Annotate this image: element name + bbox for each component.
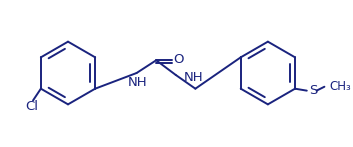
Text: NH: NH <box>128 76 148 89</box>
Text: CH₃: CH₃ <box>329 80 351 93</box>
Text: S: S <box>310 84 318 97</box>
Text: Cl: Cl <box>25 100 38 113</box>
Text: O: O <box>173 53 184 66</box>
Text: NH: NH <box>184 71 203 84</box>
